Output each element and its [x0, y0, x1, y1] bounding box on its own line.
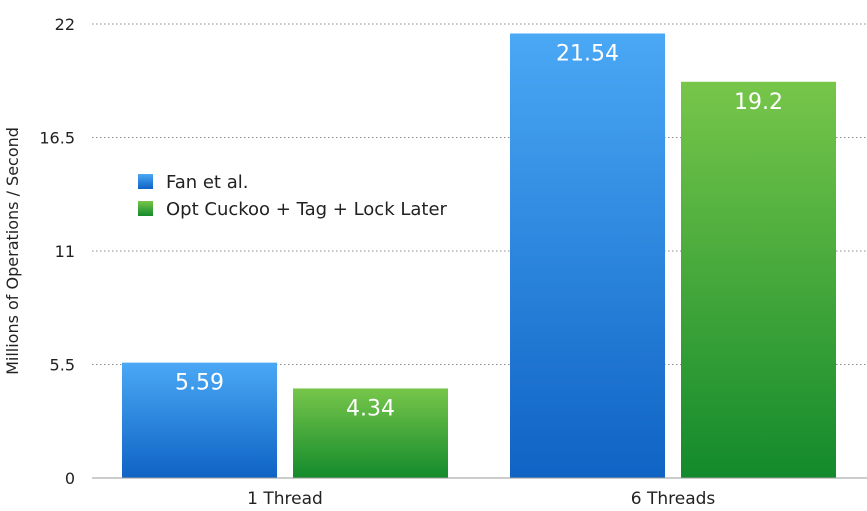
y-tick-label: 22	[55, 15, 75, 34]
bar-value-label: 19.2	[734, 90, 783, 115]
y-tick-label: 5.5	[50, 356, 75, 375]
legend-swatch	[138, 201, 153, 216]
bar	[122, 362, 277, 478]
y-tick-label: 16.5	[39, 129, 75, 148]
bar-value-label: 21.54	[556, 41, 619, 66]
legend-label: Fan et al.	[166, 172, 248, 193]
y-tick-labels: 0 5.5 11 16.5 22	[39, 15, 75, 488]
x-tick-label: 1 Thread	[247, 489, 323, 509]
bars	[122, 33, 836, 479]
y-tick-label: 0	[65, 469, 75, 488]
bar-value-label: 5.59	[175, 371, 224, 396]
bar	[293, 388, 448, 478]
data-labels: 5.59 4.34 21.54 19.2	[175, 41, 783, 421]
legend-swatch	[138, 174, 153, 189]
x-tick-labels: 1 Thread 6 Threads	[247, 489, 715, 509]
legend-label: Opt Cuckoo + Tag + Lock Later	[166, 199, 448, 220]
bar	[510, 33, 665, 478]
legend: Fan et al. Opt Cuckoo + Tag + Lock Later	[138, 172, 448, 220]
bar-value-label: 4.34	[346, 396, 395, 421]
x-tick-label: 6 Threads	[631, 489, 716, 509]
bar	[681, 81, 836, 479]
y-axis-label: Millions of Operations / Second	[3, 127, 22, 375]
y-tick-label: 11	[55, 242, 75, 261]
